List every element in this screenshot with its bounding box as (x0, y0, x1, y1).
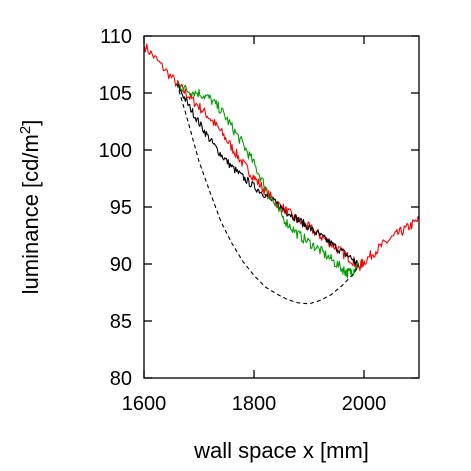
y-tick-label: 105 (99, 83, 132, 105)
x-axis-title: wall space x [mm] (193, 438, 369, 463)
y-tick-label: 85 (110, 311, 132, 333)
y-axis-title: luminance [cd/m2] (17, 120, 43, 295)
series-line-2 (176, 83, 360, 268)
y-tick-label: 110 (100, 26, 132, 48)
y-axis-title-main: luminance [cd/m (18, 134, 43, 294)
x-tick-label: 1600 (122, 393, 167, 415)
ticks-layer (143, 35, 419, 379)
series-line-1 (143, 43, 420, 272)
y-axis-title-superscript: 2 (17, 126, 34, 134)
series-layer (143, 43, 420, 305)
x-tick-label: 2000 (342, 393, 387, 415)
y-tick-label: 100 (99, 140, 132, 162)
series-line-4 (176, 83, 359, 305)
y-tick-label: 90 (110, 254, 132, 276)
y-tick-label: 95 (110, 197, 132, 219)
tick-labels-layer: 80 85 90 95 100 105 110 1600 1800 2000 (99, 26, 387, 415)
series-line-3 (176, 83, 360, 279)
x-tick-label: 1800 (232, 393, 277, 415)
y-axis-title-tail: ] (18, 120, 43, 126)
y-tick-label: 80 (110, 368, 132, 390)
